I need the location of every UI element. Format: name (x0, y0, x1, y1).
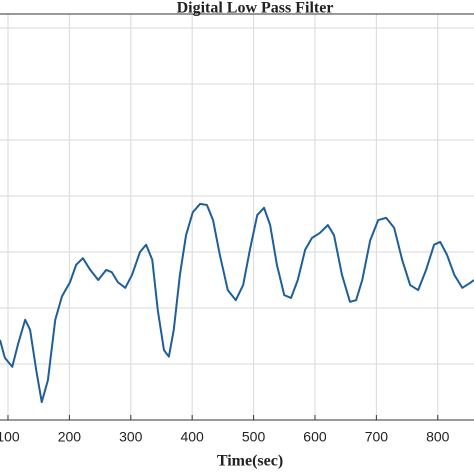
x-tick-label: 300 (119, 429, 143, 445)
x-tick-label: 600 (303, 429, 327, 445)
line-series (0, 202, 474, 404)
x-tick-label: 700 (365, 429, 389, 445)
chart-title: Digital Low Pass Filter (177, 0, 334, 17)
x-tick-label: 800 (426, 429, 450, 445)
x-tick-label: 500 (242, 429, 266, 445)
x-tick-label: 100 (0, 429, 20, 445)
x-tick-label: 200 (58, 429, 82, 445)
x-tick-label: 400 (180, 429, 204, 445)
x-axis-label: Time(sec) (217, 453, 283, 470)
